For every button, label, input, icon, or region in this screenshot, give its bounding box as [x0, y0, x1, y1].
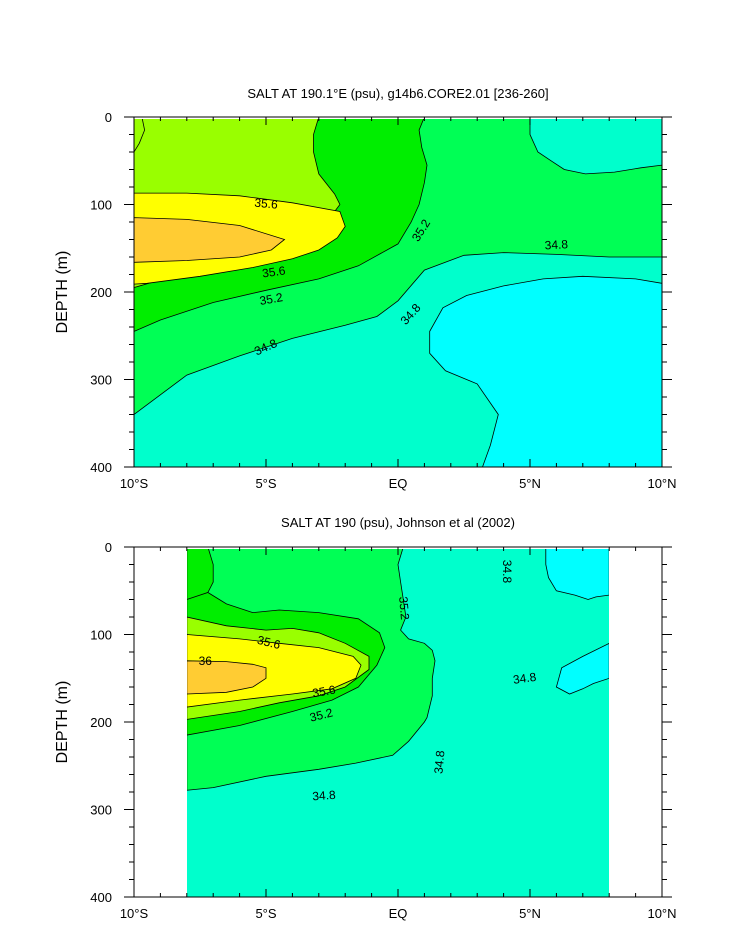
- y-axis-label: DEPTH (m): [54, 681, 71, 764]
- x-tick-label: 10°N: [647, 906, 676, 921]
- contour-fills: [187, 549, 609, 897]
- top-panel: 35.635.234.835.635.234.834.810°S 5°S EQ 5°N…: [54, 86, 677, 491]
- y-tick-label: 200: [90, 715, 112, 730]
- x-tick-label: EQ: [389, 476, 408, 491]
- x-tick-label: 5°N: [519, 476, 541, 491]
- y-tick-label: 300: [90, 373, 112, 388]
- contour-region-34-8: [429, 275, 662, 467]
- y-axis-label: DEPTH (m): [54, 251, 71, 334]
- contour-label: 35.2: [308, 705, 334, 724]
- contour-region-35-6: [134, 119, 146, 153]
- contour-label: 34.8: [312, 788, 337, 804]
- contour-label: 35.2: [396, 596, 412, 621]
- contour-region-34-8: [545, 549, 609, 600]
- contour-label: 35.6: [311, 682, 337, 700]
- bottom-panel: 34.8 35.2 35.6 36 34.8 35.6 35.2 34.8 34.8 10°S 5°…: [54, 515, 677, 921]
- y-tick-label: 300: [90, 803, 112, 818]
- x-tick-label: 10°S: [120, 476, 149, 491]
- contour-region-34-8: [555, 642, 609, 695]
- contour-label: 36: [199, 654, 213, 668]
- x-tick-label: 10°S: [120, 906, 149, 921]
- x-tick-label: 10°N: [647, 476, 676, 491]
- y-tick-label: 100: [90, 198, 112, 213]
- contour-label: 34.8: [431, 750, 447, 775]
- contour-label: 35.2: [258, 290, 284, 308]
- x-tick-label: 5°S: [255, 476, 276, 491]
- contour-region-36: [134, 217, 286, 263]
- x-tick-label: 5°N: [519, 906, 541, 921]
- y-tick-label: 200: [90, 285, 112, 300]
- contour-label: 34.8: [544, 237, 568, 252]
- chart-title: SALT AT 190 (psu), Johnson et al (2002): [281, 515, 515, 530]
- contour-region-36: [187, 660, 267, 695]
- chart-title: SALT AT 190.1°E (psu), g14b6.CORE2.01 [2…: [247, 86, 548, 101]
- contour-label: 35.6: [254, 196, 279, 212]
- contour-label: 34.8: [500, 560, 514, 584]
- x-tick-label: EQ: [389, 906, 408, 921]
- contour-label: 34.8: [512, 670, 537, 687]
- y-tick-label: 0: [105, 110, 112, 125]
- contour-label: 35.6: [261, 263, 286, 280]
- y-tick-label: 0: [105, 540, 112, 555]
- y-tick-label: 400: [90, 460, 112, 475]
- y-tick-label: 100: [90, 628, 112, 643]
- contour-label: 35.6: [256, 633, 282, 652]
- contour-fills: [134, 119, 662, 467]
- y-tick-label: 400: [90, 890, 112, 905]
- x-tick-label: 5°S: [255, 906, 276, 921]
